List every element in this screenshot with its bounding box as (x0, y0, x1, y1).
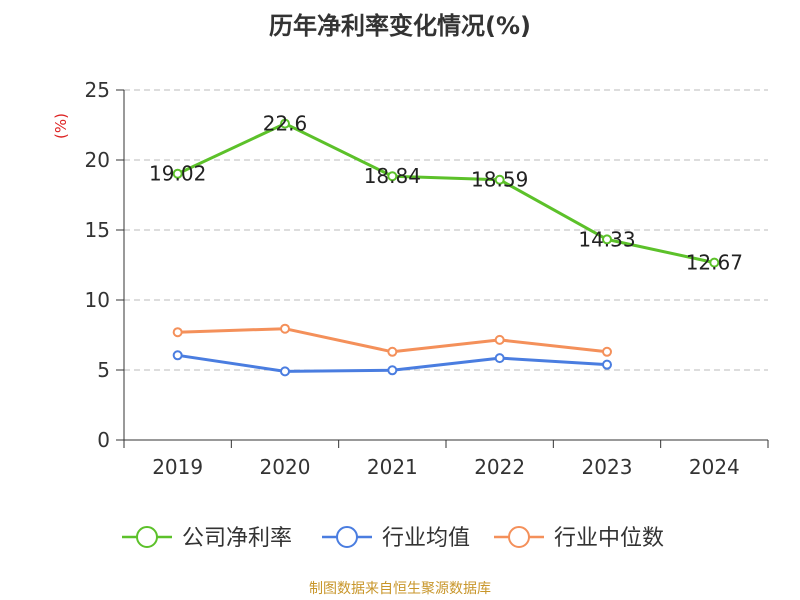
data-point (172, 350, 183, 361)
data-point (387, 365, 398, 376)
series-2 (172, 323, 612, 357)
legend-marker (336, 526, 358, 548)
axes: 0 5 10 15 20 25 2019 2020 2021 2022 2023 2024 (85, 78, 769, 479)
data-point (494, 353, 505, 364)
y-tick-label: 25 (85, 78, 110, 102)
data-point (494, 334, 505, 345)
legend-item-2: 行业中位数 (494, 526, 664, 551)
x-tick-label: 2024 (689, 455, 740, 479)
x-tick-label: 2020 (260, 455, 311, 479)
y-tick-label: 0 (97, 428, 110, 452)
legend-label: 公司净利率 (182, 526, 292, 551)
x-tick-label: 2021 (367, 455, 418, 479)
legend-item-1: 行业均值 (322, 526, 470, 551)
x-tick-label: 2022 (474, 455, 525, 479)
data-point (280, 323, 290, 334)
legend: 公司净利率 行业均值 行业中位数 (122, 526, 664, 551)
data-point (602, 359, 612, 370)
legend-label: 行业中位数 (554, 526, 664, 551)
grid-lines (124, 89, 768, 371)
y-unit-label: (%) (52, 113, 70, 139)
y-tick-label: 20 (85, 148, 110, 172)
y-tick-label: 5 (97, 358, 110, 382)
data-point (709, 257, 720, 268)
data-point (280, 366, 290, 377)
series-line (177, 122, 715, 265)
y-tick-label: 10 (85, 288, 110, 312)
x-tick-label: 2019 (152, 455, 203, 479)
data-point (172, 168, 183, 179)
data-point (494, 174, 505, 185)
data-point (602, 346, 612, 357)
data-label: 19.02 (149, 162, 206, 186)
data-label: 14.33 (578, 227, 635, 251)
x-tick-label: 2023 (582, 455, 633, 479)
legend-item-0: 公司净利率 (122, 526, 292, 551)
chart-title: 历年净利率变化情况(%) (269, 12, 531, 40)
series-1 (172, 350, 612, 377)
legend-marker (508, 526, 530, 548)
legend-label: 行业均值 (382, 526, 470, 551)
y-tick-label: 15 (85, 218, 110, 242)
data-label: 18.59 (471, 168, 528, 192)
data-point (172, 327, 183, 338)
legend-marker (136, 526, 158, 548)
data-label: 12.67 (686, 251, 743, 275)
data-point (387, 171, 398, 182)
data-point (280, 118, 290, 129)
data-label: 18.84 (364, 164, 421, 188)
data-point (602, 234, 612, 245)
data-point (387, 346, 398, 357)
data-label: 22.6 (263, 112, 308, 136)
series-0 (172, 118, 720, 268)
source-note: 制图数据来自恒生聚源数据库 (309, 581, 491, 597)
series: 19.02 22.6 18.84 18.59 14.33 12.67 (149, 112, 743, 377)
